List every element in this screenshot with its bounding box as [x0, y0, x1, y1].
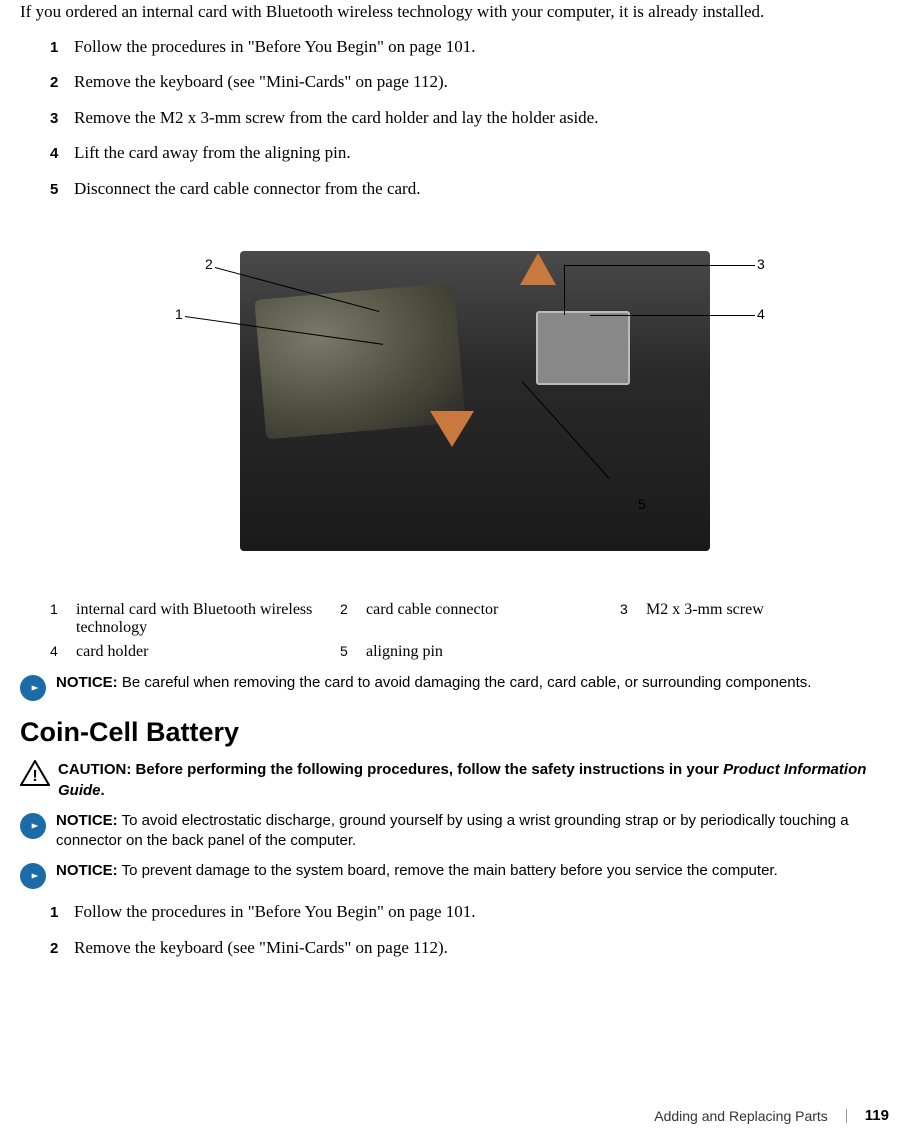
step-number: 1	[50, 902, 74, 925]
step-number: 1	[50, 37, 74, 60]
step-number: 2	[50, 72, 74, 95]
notice-label: NOTICE:	[56, 674, 118, 691]
step-text: Lift the card away from the aligning pin…	[74, 140, 889, 166]
svg-text:!: !	[32, 768, 37, 785]
step-text: Remove the keyboard (see "Mini-Cards" on…	[74, 69, 889, 95]
legend-cell: 4 card holder	[50, 643, 340, 661]
legend-cell: 3 M2 x 3-mm screw	[620, 601, 859, 637]
legend-cell: 5 aligning pin	[340, 643, 620, 661]
notice-block: NOTICE: Be careful when removing the car…	[20, 673, 889, 701]
page-footer: Adding and Replacing Parts 119	[654, 1107, 889, 1124]
legend-text: card cable connector	[366, 601, 518, 619]
step-item: 2 Remove the keyboard (see "Mini-Cards" …	[50, 935, 889, 961]
arrow-up-icon	[520, 253, 556, 285]
step-text: Remove the keyboard (see "Mini-Cards" on…	[74, 935, 889, 961]
notice-body: Be careful when removing the card to avo…	[118, 674, 812, 691]
legend-row: 4 card holder 5 aligning pin	[50, 643, 859, 661]
step-item: 5 Disconnect the card cable connector fr…	[50, 176, 889, 202]
callout-line	[590, 315, 755, 316]
notice-label: NOTICE:	[56, 862, 118, 879]
figure-legend: 1 internal card with Bluetooth wireless …	[20, 601, 889, 661]
step-list-bottom: 1 Follow the procedures in "Before You B…	[20, 899, 889, 960]
legend-text: M2 x 3-mm screw	[646, 601, 784, 619]
callout-line	[565, 265, 755, 266]
notice-block: NOTICE: To avoid electrostatic discharge…	[20, 811, 889, 852]
callout-line	[564, 265, 565, 315]
section-heading: Coin-Cell Battery	[20, 717, 889, 748]
step-list-top: 1 Follow the procedures in "Before You B…	[20, 34, 889, 202]
notice-icon	[20, 675, 46, 701]
legend-number: 5	[340, 643, 366, 659]
step-item: 1 Follow the procedures in "Before You B…	[50, 899, 889, 925]
step-text: Remove the M2 x 3-mm screw from the card…	[74, 105, 889, 131]
step-number: 3	[50, 108, 74, 131]
step-item: 3 Remove the M2 x 3-mm screw from the ca…	[50, 105, 889, 131]
legend-number: 4	[50, 643, 76, 659]
caution-block: ! CAUTION: Before performing the followi…	[20, 760, 889, 801]
notice-label: NOTICE:	[56, 812, 118, 829]
step-number: 4	[50, 143, 74, 166]
legend-number: 2	[340, 601, 366, 617]
notice-block: NOTICE: To prevent damage to the system …	[20, 861, 889, 889]
notice-text: NOTICE: Be careful when removing the car…	[56, 673, 889, 693]
legend-text: internal card with Bluetooth wireless te…	[76, 601, 340, 637]
callout-number-5: 5	[638, 496, 646, 512]
callout-number-1: 1	[175, 306, 183, 322]
legend-number: 3	[620, 601, 646, 617]
callout-number-4: 4	[757, 306, 765, 322]
notice-text: NOTICE: To avoid electrostatic discharge…	[56, 811, 889, 852]
callout-number-3: 3	[757, 256, 765, 272]
caution-text: CAUTION: Before performing the following…	[58, 760, 889, 801]
caution-body-after: .	[101, 782, 105, 799]
arrow-down-icon	[430, 411, 474, 447]
caution-icon: !	[20, 760, 50, 786]
notice-body: To avoid electrostatic discharge, ground…	[56, 812, 849, 849]
figure-diagram: 2 1 3 4 5	[20, 221, 889, 591]
step-text: Follow the procedures in "Before You Beg…	[74, 899, 889, 925]
notice-icon	[20, 863, 46, 889]
step-number: 2	[50, 938, 74, 961]
footer-divider	[846, 1109, 847, 1123]
step-item: 4 Lift the card away from the aligning p…	[50, 140, 889, 166]
footer-section-title: Adding and Replacing Parts	[654, 1108, 828, 1124]
caution-label: CAUTION:	[58, 761, 136, 778]
legend-text: aligning pin	[366, 643, 463, 661]
footer-page-number: 119	[865, 1107, 889, 1124]
legend-cell: 1 internal card with Bluetooth wireless …	[50, 601, 340, 637]
callout-number-2: 2	[205, 256, 213, 272]
step-item: 1 Follow the procedures in "Before You B…	[50, 34, 889, 60]
notice-text: NOTICE: To prevent damage to the system …	[56, 861, 889, 881]
notice-icon	[20, 813, 46, 839]
notice-body: To prevent damage to the system board, r…	[118, 862, 778, 879]
step-text: Follow the procedures in "Before You Beg…	[74, 34, 889, 60]
step-item: 2 Remove the keyboard (see "Mini-Cards" …	[50, 69, 889, 95]
legend-number: 1	[50, 601, 76, 617]
step-number: 5	[50, 179, 74, 202]
legend-row: 1 internal card with Bluetooth wireless …	[50, 601, 859, 637]
intro-text: If you ordered an internal card with Blu…	[20, 0, 889, 24]
step-text: Disconnect the card cable connector from…	[74, 176, 889, 202]
caution-body-before: Before performing the following procedur…	[136, 761, 724, 778]
legend-text: card holder	[76, 643, 168, 661]
legend-cell: 2 card cable connector	[340, 601, 620, 637]
